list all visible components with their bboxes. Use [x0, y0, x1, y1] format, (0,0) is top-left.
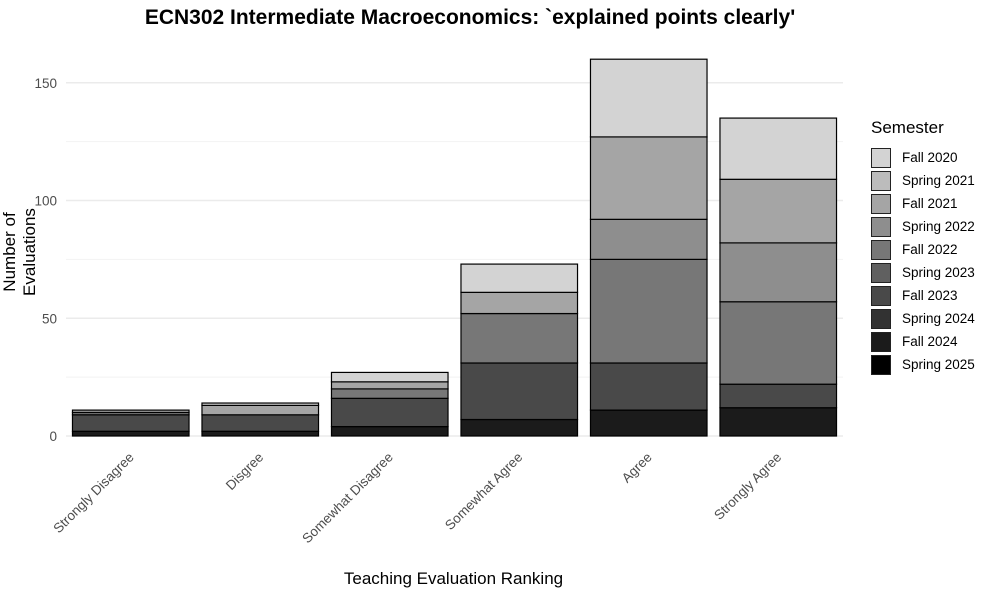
x-axis-label: Teaching Evaluation Ranking: [343, 569, 564, 588]
legend-item: Spring 2024: [871, 307, 975, 330]
bar-segment: [719, 117, 838, 180]
legend-label: Spring 2021: [902, 173, 975, 188]
bar-segment: [71, 430, 190, 437]
legend-swatch: [871, 239, 891, 260]
legend-item: Fall 2024: [871, 330, 975, 353]
legend-item: Spring 2025: [871, 353, 975, 376]
bar-segment: [460, 418, 579, 437]
legend-swatch: [871, 147, 891, 168]
bar-segment: [589, 258, 708, 364]
x-tick-label: Disgree: [223, 450, 267, 494]
bar-segment: [201, 430, 320, 437]
bar-segment: [589, 409, 708, 437]
x-tick-label: Strongly Agree: [711, 450, 784, 523]
bar-segment: [589, 136, 708, 220]
bar-segment: [719, 301, 838, 385]
legend-label: Fall 2021: [902, 196, 958, 211]
legend-item: Fall 2022: [871, 238, 975, 261]
legend-label: Spring 2025: [902, 357, 975, 372]
bar-segment: [589, 218, 708, 260]
bar-segment: [330, 388, 449, 399]
bar-segment: [460, 291, 579, 315]
bar-segment: [719, 178, 838, 244]
legend-swatch: [871, 331, 891, 352]
bar-segment: [719, 242, 838, 303]
y-tick-label: 100: [34, 194, 57, 209]
legend-item: Spring 2022: [871, 215, 975, 238]
x-tick-label: Somewhat Agree: [442, 450, 525, 533]
legend-swatch: [871, 262, 891, 283]
legend-item: Fall 2020: [871, 146, 975, 169]
legend-swatch: [871, 354, 891, 375]
chart-title: ECN302 Intermediate Macroeconomics: `exp…: [144, 6, 796, 29]
bar-segment: [330, 425, 449, 437]
y-tick-label: 150: [34, 76, 57, 91]
bar-segment: [460, 362, 579, 421]
legend-label: Fall 2020: [902, 150, 958, 165]
legend-item: Spring 2023: [871, 261, 975, 284]
legend-swatch: [871, 308, 891, 329]
bar-segment: [330, 397, 449, 428]
legend-swatch: [871, 193, 891, 214]
x-tick-label: Strongly Disagree: [50, 450, 136, 536]
x-tick-label: Somewhat Disagree: [299, 450, 396, 547]
legend-swatch: [871, 285, 891, 306]
legend-label: Spring 2024: [902, 311, 975, 326]
y-axis-label: Number of Evaluations: [0, 208, 39, 296]
legend: Semester Fall 2020 Spring 2021 Fall 2021 Sp…: [871, 118, 975, 376]
x-tick-label: Agree: [619, 450, 655, 486]
bar-segment: [201, 414, 320, 432]
bar-segment: [330, 381, 449, 390]
legend-items: Fall 2020 Spring 2021 Fall 2021 Spring 2022…: [871, 146, 975, 376]
legend-label: Fall 2024: [902, 334, 958, 349]
bar-segment: [589, 58, 708, 138]
bar-segment: [201, 402, 320, 406]
bar-segment: [460, 312, 579, 364]
legend-swatch: [871, 216, 891, 237]
legend-label: Spring 2022: [902, 219, 975, 234]
bar-segment: [719, 407, 838, 437]
legend-title: Semester: [871, 118, 944, 137]
bar-segment: [719, 383, 838, 409]
legend-label: Fall 2023: [902, 288, 958, 303]
legend-item: Fall 2023: [871, 284, 975, 307]
bar-segment: [71, 414, 190, 432]
bar-segment: [71, 409, 190, 414]
legend-label: Spring 2023: [902, 265, 975, 280]
y-tick-label: 50: [42, 311, 57, 326]
legend-swatch: [871, 170, 891, 191]
bar-segment: [460, 263, 579, 293]
legend-item: Fall 2021: [871, 192, 975, 215]
y-tick-label: 0: [49, 429, 57, 444]
bar-segment: [330, 371, 449, 383]
legend-item: Spring 2021: [871, 169, 975, 192]
bar-segment: [201, 404, 320, 416]
legend-label: Fall 2022: [902, 242, 958, 257]
bar-segment: [589, 362, 708, 411]
